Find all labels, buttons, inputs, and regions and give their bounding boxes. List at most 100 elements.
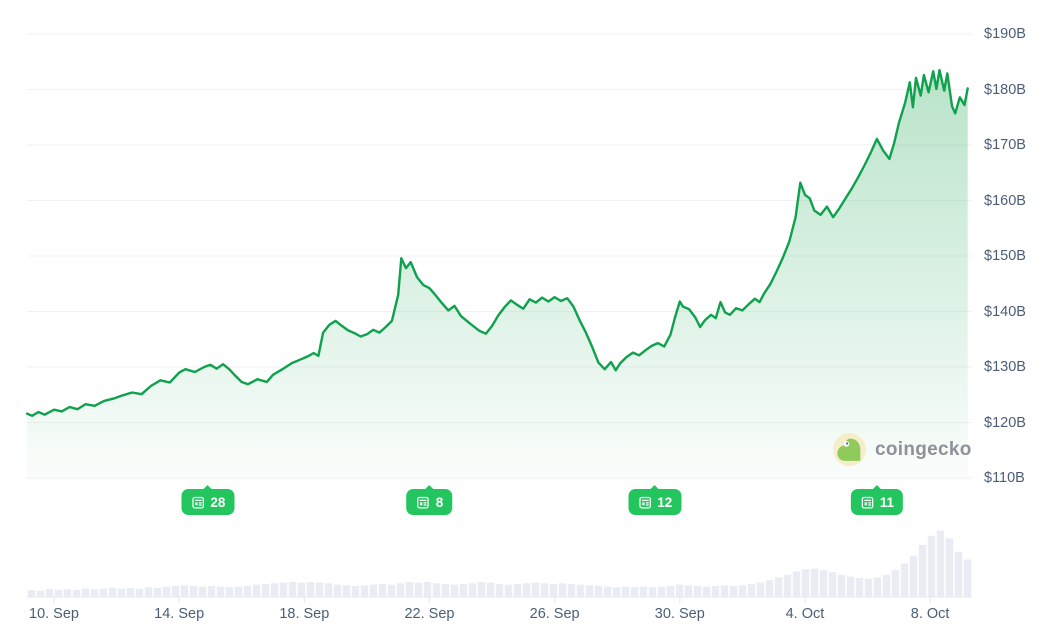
x-axis-label: 8. Oct bbox=[910, 606, 950, 622]
volume-bar bbox=[810, 568, 819, 597]
volume-bar bbox=[945, 538, 954, 597]
y-axis-label: $160B bbox=[984, 192, 1026, 209]
volume-bar bbox=[261, 584, 270, 597]
x-axis-label: 26. Sep bbox=[529, 606, 580, 622]
volume-bar bbox=[855, 578, 864, 597]
volume-bar bbox=[288, 582, 297, 597]
volume-bar bbox=[801, 569, 810, 597]
y-axis-label: $130B bbox=[984, 358, 1026, 375]
volume-bar bbox=[792, 571, 801, 597]
volume-bar bbox=[927, 535, 936, 597]
volume-bar bbox=[432, 583, 441, 597]
volume-bar bbox=[837, 574, 846, 597]
volume-bar bbox=[522, 583, 531, 597]
volume-bar bbox=[396, 583, 405, 597]
volume-bar bbox=[720, 585, 729, 597]
volume-bar bbox=[594, 585, 603, 597]
volume-bar bbox=[234, 586, 243, 597]
volume-bar bbox=[27, 589, 36, 597]
volume-bar bbox=[252, 584, 261, 597]
volume-bar bbox=[441, 584, 450, 597]
news-count-badge[interactable]: 11 bbox=[850, 485, 904, 515]
volume-bar bbox=[495, 584, 504, 597]
news-count: 28 bbox=[210, 494, 226, 510]
volume-bar bbox=[198, 586, 207, 597]
volume-bar bbox=[882, 574, 891, 597]
volume-bar bbox=[954, 551, 963, 597]
y-axis-label: $180B bbox=[984, 81, 1026, 98]
volume-bar bbox=[936, 530, 945, 597]
coingecko-logo-icon bbox=[833, 433, 866, 466]
volume-bar bbox=[45, 589, 54, 597]
volume-bar bbox=[513, 584, 522, 597]
volume-bar bbox=[81, 588, 90, 597]
volume-bar bbox=[63, 589, 72, 597]
volume-bar bbox=[189, 585, 198, 597]
volume-bar bbox=[90, 589, 99, 597]
volume-bar bbox=[135, 588, 144, 597]
news-count: 12 bbox=[657, 494, 673, 510]
y-axis-label: $120B bbox=[984, 414, 1026, 431]
volume-bar bbox=[531, 582, 540, 597]
volume-bar bbox=[864, 578, 873, 597]
volume-bar bbox=[243, 585, 252, 597]
newspaper-icon bbox=[861, 496, 874, 508]
volume-bar bbox=[162, 586, 171, 597]
volume-bar bbox=[504, 584, 513, 597]
news-count-badge[interactable]: 8 bbox=[406, 485, 453, 515]
volume-bar bbox=[576, 584, 585, 597]
volume-bar bbox=[783, 574, 792, 597]
volume-bar bbox=[648, 587, 657, 597]
volume-bar bbox=[378, 584, 387, 597]
volume-bar bbox=[711, 585, 720, 597]
volume-bar bbox=[630, 587, 639, 597]
volume-bar bbox=[558, 583, 567, 597]
x-axis-label: 14. Sep bbox=[154, 606, 205, 622]
volume-bar bbox=[738, 585, 747, 597]
news-count-badge[interactable]: 28 bbox=[181, 485, 235, 515]
volume-bar bbox=[351, 585, 360, 597]
volume-bar bbox=[693, 585, 702, 597]
volume-bar bbox=[126, 587, 135, 597]
news-count-badge[interactable]: 12 bbox=[628, 485, 682, 515]
volume-bar bbox=[873, 577, 882, 597]
volume-bar bbox=[360, 585, 369, 597]
coingecko-wordmark: coingecko bbox=[875, 439, 972, 460]
volume-bar bbox=[333, 584, 342, 597]
volume-bar bbox=[36, 590, 45, 597]
x-axis-label: 18. Sep bbox=[279, 606, 330, 622]
volume-bar bbox=[153, 587, 162, 597]
volume-bar bbox=[414, 582, 423, 597]
volume-bar bbox=[117, 588, 126, 597]
news-count: 8 bbox=[435, 494, 444, 510]
coingecko-watermark[interactable]: coingecko bbox=[833, 433, 972, 466]
y-axis-label: $150B bbox=[984, 247, 1026, 264]
volume-bar bbox=[99, 588, 108, 597]
volume-bar bbox=[729, 585, 738, 597]
volume-bar bbox=[900, 563, 909, 597]
volume-bar bbox=[702, 586, 711, 597]
volume-bar bbox=[756, 582, 765, 597]
volume-bar bbox=[225, 587, 234, 597]
y-axis-label: $190B bbox=[984, 25, 1026, 42]
volume-bar bbox=[405, 582, 414, 597]
volume-bar bbox=[657, 586, 666, 597]
volume-bar bbox=[180, 585, 189, 597]
volume-bar bbox=[54, 589, 63, 597]
volume-bar bbox=[144, 587, 153, 597]
volume-bar bbox=[603, 586, 612, 597]
volume-bar bbox=[369, 584, 378, 597]
volume-bar bbox=[846, 576, 855, 597]
volume-bar bbox=[315, 582, 324, 597]
volume-bar bbox=[666, 585, 675, 597]
volume-bar bbox=[279, 582, 288, 597]
volume-bar bbox=[72, 589, 81, 597]
x-axis-label: 22. Sep bbox=[404, 606, 455, 622]
x-axis-label: 4. Oct bbox=[785, 606, 825, 622]
volume-bar bbox=[450, 584, 459, 597]
x-axis-label: 10. Sep bbox=[29, 606, 79, 622]
newspaper-icon bbox=[192, 496, 204, 508]
volume-bar bbox=[297, 582, 306, 597]
